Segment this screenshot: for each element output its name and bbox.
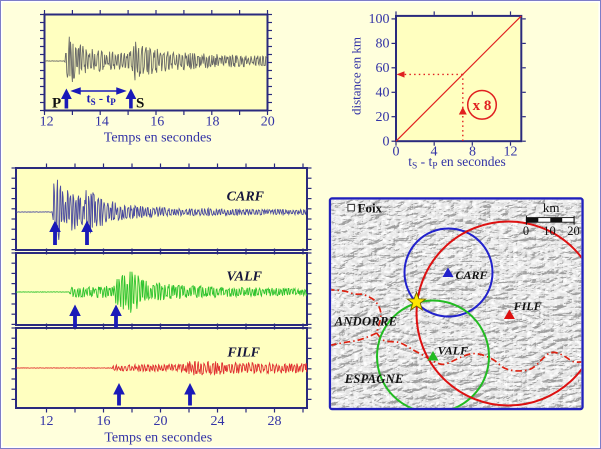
svg-text:VALF: VALF: [226, 270, 262, 285]
svg-text:8: 8: [469, 145, 476, 160]
svg-text:28: 28: [268, 414, 282, 429]
svg-text:CARF: CARF: [227, 190, 265, 205]
svg-text:60: 60: [376, 61, 390, 76]
svg-text:CARF: CARF: [456, 268, 488, 282]
svg-text:40: 40: [376, 86, 390, 101]
svg-text:16: 16: [150, 115, 164, 130]
svg-text:0: 0: [523, 224, 529, 238]
svg-text:4: 4: [431, 145, 438, 160]
svg-text:0: 0: [393, 145, 400, 160]
svg-text:tS - tP en secondes: tS - tP en secondes: [408, 154, 506, 172]
svg-text:20: 20: [376, 110, 390, 125]
svg-text:14: 14: [95, 115, 109, 130]
svg-text:FILF: FILF: [513, 299, 542, 313]
svg-text:20: 20: [154, 414, 168, 429]
svg-text:x 8: x 8: [473, 98, 492, 114]
svg-text:18: 18: [206, 115, 220, 130]
svg-text:km: km: [543, 200, 560, 215]
svg-text:0: 0: [383, 135, 390, 150]
svg-text:24: 24: [211, 414, 225, 429]
svg-text:FILF: FILF: [226, 346, 260, 361]
svg-text:ANDORRE: ANDORRE: [334, 315, 398, 329]
svg-text:20: 20: [567, 224, 580, 238]
svg-text:10: 10: [543, 224, 556, 238]
svg-text:80: 80: [376, 37, 390, 52]
svg-text:16: 16: [97, 414, 111, 429]
svg-text:12: 12: [40, 115, 54, 130]
svg-text:distance en km: distance en km: [349, 37, 364, 115]
svg-text:VALF: VALF: [438, 344, 468, 358]
svg-text:Temps en secondes: Temps en secondes: [104, 430, 212, 445]
svg-text:S: S: [136, 96, 144, 112]
svg-text:20: 20: [261, 115, 275, 130]
svg-text:100: 100: [369, 12, 390, 27]
svg-text:12: 12: [40, 414, 54, 429]
svg-text:12: 12: [504, 145, 518, 160]
svg-text:Temps en secondes: Temps en secondes: [104, 130, 212, 145]
svg-text:P: P: [52, 96, 61, 112]
svg-text:ESPAGNE: ESPAGNE: [344, 372, 404, 386]
svg-text:Foix: Foix: [358, 201, 383, 216]
